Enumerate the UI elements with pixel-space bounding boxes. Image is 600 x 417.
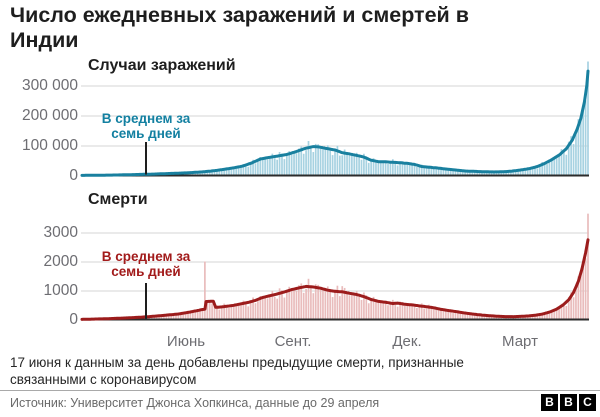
deaths-subtitle: Смерти	[88, 191, 148, 208]
cases-subtitle: Случаи заражений	[88, 57, 236, 74]
deaths-annotation-line2: семь дней	[111, 263, 181, 279]
footnote: 17 июня к данным за день добавлены преды…	[10, 355, 464, 387]
bbc-logo: B B C	[541, 394, 596, 411]
cases-annotation: В среднем за семь дней	[101, 111, 191, 141]
xtick-sept: Сент.	[274, 333, 312, 350]
source-line: Источник: Университет Джонса Хопкинса, д…	[10, 396, 380, 410]
bbc-logo-letter-b2: B	[560, 394, 577, 411]
deaths-ytick-1000: 1000	[43, 282, 78, 299]
page-title-line1: Число ежедневных заражений и смертей в	[10, 3, 469, 27]
deaths-ytick-3000: 3000	[43, 224, 78, 241]
xtick-june: Июнь	[166, 333, 206, 350]
deaths-ytick-2000: 2000	[43, 253, 78, 270]
cases-ytick-100000: 100 000	[21, 137, 78, 154]
deaths-average-line	[80, 238, 590, 321]
cases-average-line	[80, 69, 590, 177]
deaths-daily-bars	[90, 213, 589, 320]
page-title: Число ежедневных заражений и смертей в И…	[10, 3, 590, 53]
bbc-logo-letter-c: C	[579, 394, 596, 411]
xtick-march: Март	[502, 333, 538, 350]
cases-ytick-200000: 200 000	[21, 107, 78, 124]
cases-annotation-line2: семь дней	[111, 125, 181, 141]
cases-ytick-300000: 300 000	[21, 77, 78, 94]
page-title-line2: Индии	[10, 28, 79, 52]
bbc-logo-letter-b1: B	[541, 394, 558, 411]
cases-ytick-0: 0	[69, 167, 78, 184]
xtick-dec: Дек.	[392, 333, 422, 350]
footer-divider	[0, 390, 600, 391]
deaths-annotation: В среднем за семь дней	[101, 249, 191, 279]
deaths-ytick-0: 0	[69, 311, 78, 328]
deaths-annotation-line1: В среднем за	[101, 249, 191, 264]
cases-annotation-line1: В среднем за	[101, 111, 191, 126]
